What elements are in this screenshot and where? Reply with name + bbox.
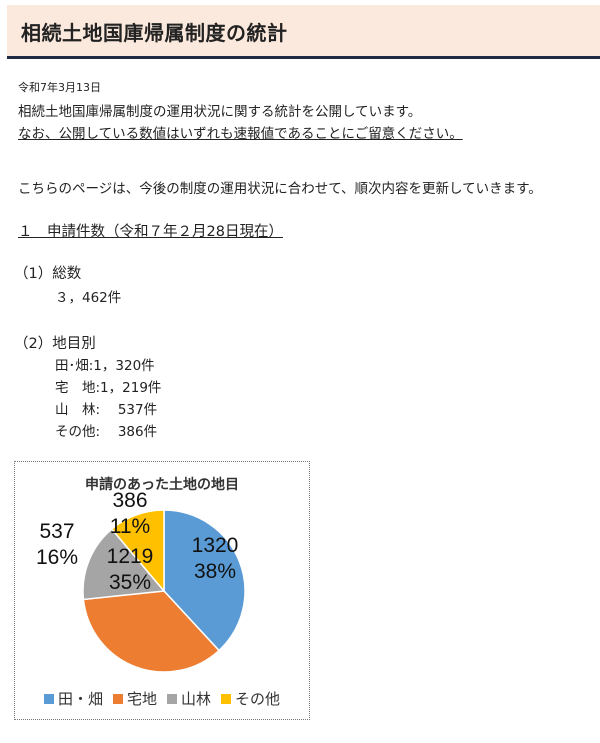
legend-item: 宅地	[112, 690, 157, 708]
by-type-item: 宅 地:1，219件	[55, 380, 162, 396]
legend-item: その他	[221, 690, 280, 708]
by-type-heading: （2）地目別	[14, 336, 96, 352]
legend-label: 宅地	[126, 690, 157, 708]
by-type-item: 山 林: 537件	[55, 402, 158, 418]
pie-slice-2	[82, 528, 166, 601]
legend-item: 田・畑	[43, 690, 103, 708]
publish-date: 令和7年3月13日	[18, 81, 101, 94]
data-label-percent: 38%	[194, 560, 236, 583]
data-label-value: 386	[112, 489, 147, 512]
pie-chart: 1320 38% 1219 35% 537 16% 386 11% 申請のあった土地の地目 田…	[14, 461, 310, 720]
section-1-heading: １ 申請件数（令和７年２月28日現在）	[18, 224, 283, 240]
legend-label: 田・畑	[57, 690, 103, 708]
page-header: 相続土地国庫帰属制度の統計	[7, 5, 600, 59]
intro-line-1: 相続土地国庫帰属制度の運用状況に関する統計を公開しています。	[18, 104, 422, 120]
pie-svg: 1320 38% 1219 35% 537 16% 386 11%	[36, 489, 246, 673]
legend-item: 山林	[167, 690, 211, 708]
legend-swatch	[221, 694, 232, 704]
data-label-value: 1320	[192, 534, 239, 557]
by-type-item: 田･畑:1，320件	[55, 358, 155, 374]
data-label-percent: 35%	[109, 571, 151, 594]
data-label-value: 1219	[107, 545, 154, 568]
legend-label: 山林	[181, 690, 212, 708]
total-heading: （1）総数	[14, 266, 82, 282]
by-type-item: その他: 386件	[55, 424, 158, 440]
pie-slice-1	[82, 590, 221, 673]
legend-swatch	[112, 694, 123, 704]
page-title: 相続土地国庫帰属制度の統計	[21, 21, 288, 45]
legend-swatch	[43, 694, 54, 704]
data-label-percent: 11%	[110, 515, 150, 538]
intro-line-3: こちらのページは、今後の制度の運用状況に合わせて、順次内容を更新していきます。	[18, 181, 542, 197]
chart-title: 申請のあった土地の地目	[85, 477, 239, 493]
pie-slice-3	[110, 509, 165, 594]
data-label-percent: 16%	[36, 546, 78, 569]
legend-label: その他	[235, 690, 281, 708]
total-value: ３，462件	[55, 290, 122, 306]
pie-slice-0	[163, 509, 246, 652]
intro-note: なお、公開している数値はいずれも速報値であることにご留意ください。	[18, 126, 463, 142]
legend-swatch	[167, 694, 177, 704]
chart-legend: 田・畑 宅地 山林 その他	[15, 688, 309, 709]
data-label-value: 537	[39, 520, 74, 543]
